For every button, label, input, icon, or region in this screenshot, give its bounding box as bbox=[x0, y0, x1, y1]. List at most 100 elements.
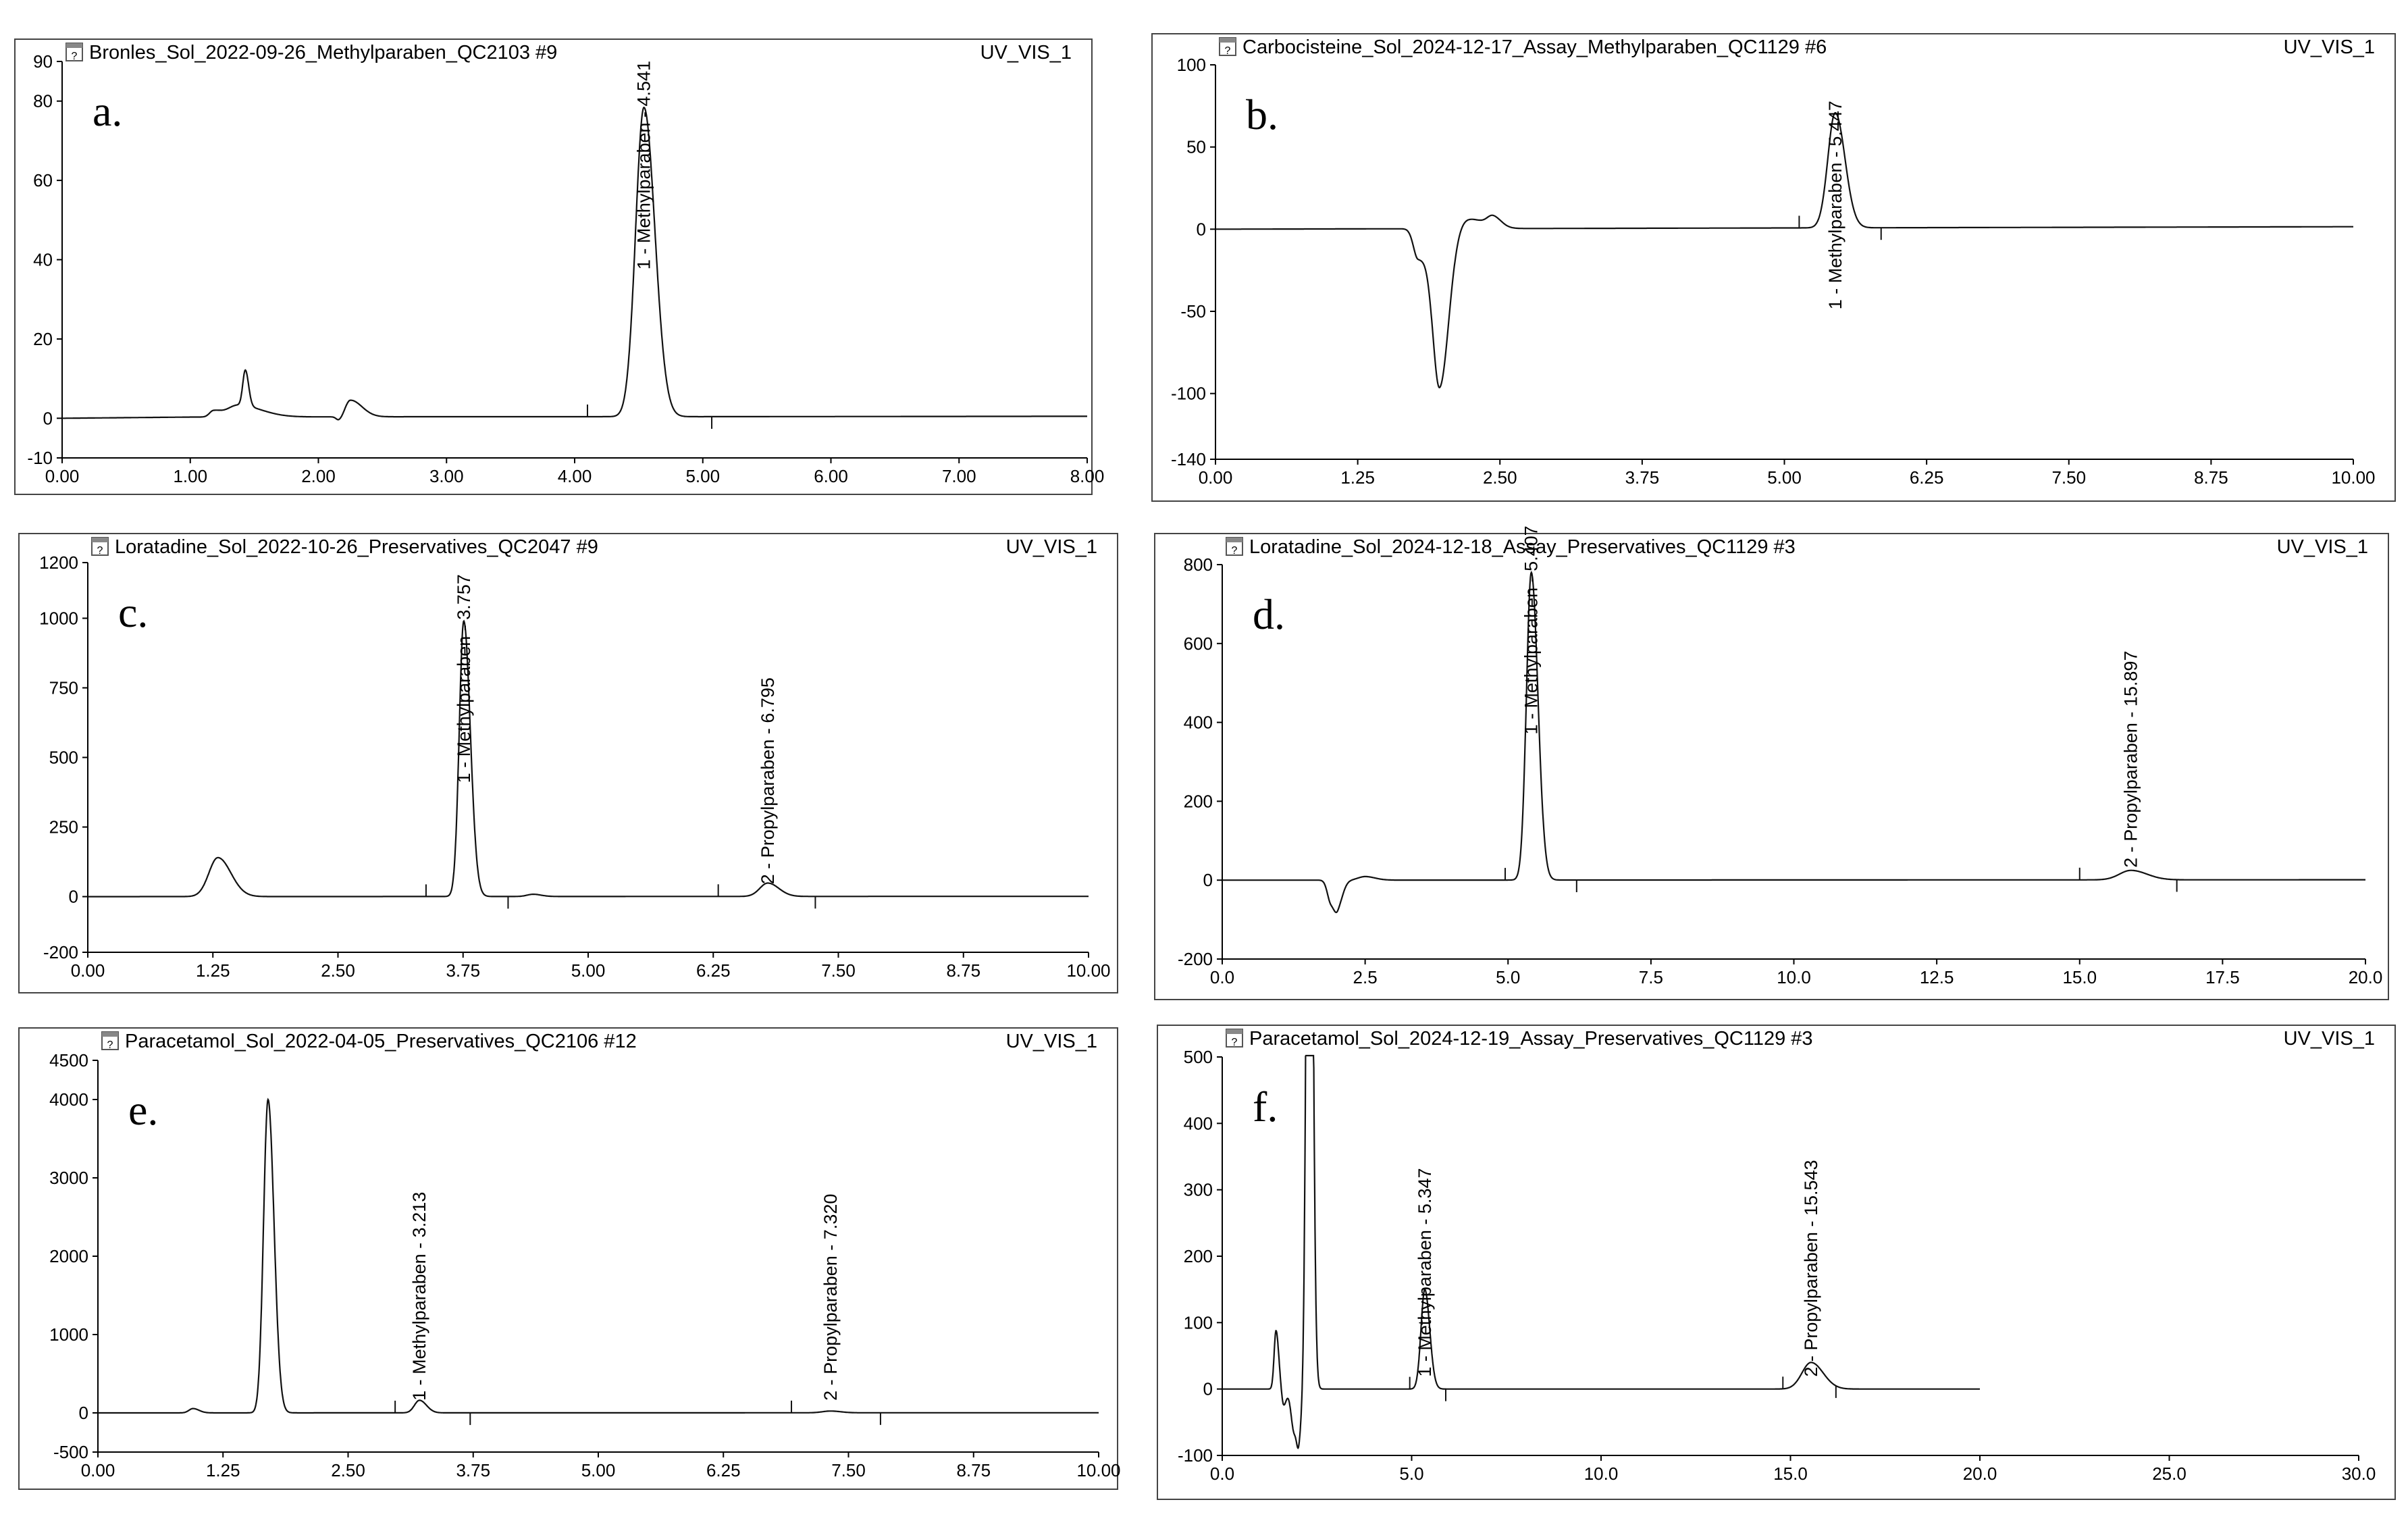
chart-title: Bronles_Sol_2022-09-26_Methylparaben_QC2… bbox=[89, 42, 557, 63]
y-tick-label: -200 bbox=[1178, 949, 1213, 969]
y-tick-label: 50 bbox=[1186, 137, 1206, 157]
chromatogram-trace bbox=[62, 106, 1087, 421]
x-tick-label: 20.0 bbox=[2349, 967, 2383, 987]
x-tick-label: 15.0 bbox=[2062, 967, 2097, 987]
y-tick-label: -500 bbox=[53, 1442, 88, 1462]
report-icon: ? bbox=[1226, 1029, 1243, 1048]
chart-title: Loratadine_Sol_2022-10-26_Preservatives_… bbox=[115, 536, 598, 558]
report-icon: ? bbox=[1226, 537, 1243, 557]
panel-letter: f. bbox=[1253, 1083, 1278, 1131]
x-tick-label: 0.0 bbox=[1210, 967, 1234, 987]
chromatogram-trace bbox=[1222, 1054, 1980, 1449]
x-tick-label: 3.75 bbox=[1625, 467, 1660, 488]
y-tick-label: 60 bbox=[33, 170, 53, 190]
peak-label: 2 - Propylparaben - 7.320 bbox=[820, 1194, 841, 1401]
x-tick-label: 7.50 bbox=[821, 960, 856, 981]
x-tick-label: 7.00 bbox=[942, 466, 976, 486]
svg-text:?: ? bbox=[97, 545, 103, 557]
y-tick-label: 400 bbox=[1184, 713, 1213, 733]
y-tick-label: 1000 bbox=[49, 1324, 88, 1345]
x-tick-label: 6.25 bbox=[696, 960, 731, 981]
x-tick-label: 10.00 bbox=[1076, 1460, 1120, 1480]
panel-frame bbox=[1154, 533, 2389, 1000]
report-icon: ? bbox=[101, 1031, 119, 1051]
x-tick-label: 0.0 bbox=[1210, 1464, 1234, 1484]
x-tick-label: 5.00 bbox=[685, 466, 720, 486]
x-tick-label: 3.75 bbox=[456, 1460, 490, 1480]
channel-label: UV_VIS_1 bbox=[1006, 536, 1097, 558]
x-tick-label: 6.00 bbox=[814, 466, 848, 486]
y-tick-label: 80 bbox=[33, 91, 53, 111]
panel-frame bbox=[1157, 1025, 2396, 1500]
y-tick-label: 1200 bbox=[39, 552, 78, 573]
y-tick-label: 750 bbox=[49, 677, 78, 698]
panel-frame bbox=[18, 1027, 1118, 1490]
chromatogram-trace bbox=[98, 1097, 1099, 1414]
panel-letter: c. bbox=[118, 588, 148, 636]
peak-label: 2 - Propylparaben - 15.897 bbox=[2121, 651, 2141, 868]
report-icon: ? bbox=[91, 537, 109, 557]
y-tick-label: 0 bbox=[1197, 219, 1206, 239]
chart-panel-f: ? Paracetamol_Sol_2024-12-19_Assay_Preser… bbox=[1157, 1025, 2396, 1500]
x-tick-label: 6.25 bbox=[1910, 467, 1944, 488]
x-tick-label: 15.0 bbox=[1773, 1464, 1808, 1484]
report-icon: ? bbox=[1219, 37, 1236, 57]
panel-frame bbox=[14, 38, 1093, 495]
y-tick-label: 0 bbox=[69, 887, 78, 907]
x-tick-label: 0.00 bbox=[1199, 467, 1233, 488]
chart-panel-b: ? Carbocisteine_Sol_2024-12-17_Assay_Meth… bbox=[1151, 33, 2396, 502]
panel-letter: b. bbox=[1246, 91, 1278, 138]
x-tick-label: 6.25 bbox=[706, 1460, 741, 1480]
y-tick-label: 0 bbox=[1203, 1379, 1213, 1399]
x-tick-label: 2.50 bbox=[331, 1460, 365, 1480]
peak-label: 2 - Propylparaben - 6.795 bbox=[758, 677, 778, 884]
x-tick-label: 10.00 bbox=[1066, 960, 1110, 981]
x-tick-label: 0.00 bbox=[81, 1460, 115, 1480]
x-tick-label: 8.75 bbox=[2194, 467, 2228, 488]
y-tick-label: 200 bbox=[1184, 791, 1213, 811]
chart-title: Carbocisteine_Sol_2024-12-17_Assay_Methy… bbox=[1242, 36, 1827, 58]
x-tick-label: 3.75 bbox=[446, 960, 480, 981]
chart-title: Loratadine_Sol_2024-12-18_Assay_Preserva… bbox=[1249, 536, 1796, 558]
y-tick-label: 100 bbox=[1177, 55, 1206, 75]
x-tick-label: 2.50 bbox=[321, 960, 355, 981]
y-tick-label: 800 bbox=[1184, 554, 1213, 575]
x-tick-label: 12.5 bbox=[1920, 967, 1954, 987]
channel-label: UV_VIS_1 bbox=[2277, 536, 2368, 558]
x-tick-label: 4.00 bbox=[558, 466, 592, 486]
y-tick-label: 90 bbox=[33, 51, 53, 72]
panel-frame bbox=[18, 533, 1118, 993]
chart-title: Paracetamol_Sol_2024-12-19_Assay_Preserv… bbox=[1249, 1028, 1813, 1050]
svg-text:?: ? bbox=[1232, 1037, 1238, 1048]
channel-label: UV_VIS_1 bbox=[980, 42, 1072, 63]
report-icon: ? bbox=[66, 43, 83, 62]
y-tick-label: 400 bbox=[1184, 1113, 1213, 1133]
x-tick-label: 7.5 bbox=[1639, 967, 1663, 987]
x-tick-label: 8.75 bbox=[956, 1460, 991, 1480]
y-tick-label: 40 bbox=[33, 250, 53, 270]
y-tick-label: -140 bbox=[1171, 449, 1206, 469]
y-tick-label: 500 bbox=[49, 748, 78, 768]
x-tick-label: 0.00 bbox=[45, 466, 80, 486]
y-tick-label: 20 bbox=[33, 329, 53, 349]
chart-panel-c: ? Loratadine_Sol_2022-10-26_Preservatives… bbox=[18, 533, 1118, 993]
svg-text:?: ? bbox=[1225, 45, 1231, 57]
y-tick-label: 2000 bbox=[49, 1246, 88, 1266]
x-tick-label: 5.00 bbox=[571, 960, 606, 981]
y-tick-label: 200 bbox=[1184, 1246, 1213, 1266]
peak-label: 1 - Methylparaben - 4.541 bbox=[634, 61, 654, 269]
y-tick-label: -10 bbox=[27, 448, 53, 468]
y-tick-label: 1000 bbox=[39, 608, 78, 628]
x-tick-label: 1.25 bbox=[196, 960, 230, 981]
x-tick-label: 2.5 bbox=[1353, 967, 1378, 987]
x-tick-label: 7.50 bbox=[831, 1460, 866, 1480]
chart-panel-a: ? Bronles_Sol_2022-09-26_Methylparaben_QC… bbox=[14, 38, 1105, 495]
x-tick-label: 2.00 bbox=[301, 466, 336, 486]
panel-letter: d. bbox=[1253, 590, 1285, 638]
x-tick-label: 20.0 bbox=[1963, 1464, 1997, 1484]
y-tick-label: 250 bbox=[49, 817, 78, 837]
chart-title: Paracetamol_Sol_2022-04-05_Preservatives… bbox=[125, 1031, 637, 1052]
x-tick-label: 10.00 bbox=[2331, 467, 2375, 488]
x-tick-label: 8.00 bbox=[1070, 466, 1105, 486]
